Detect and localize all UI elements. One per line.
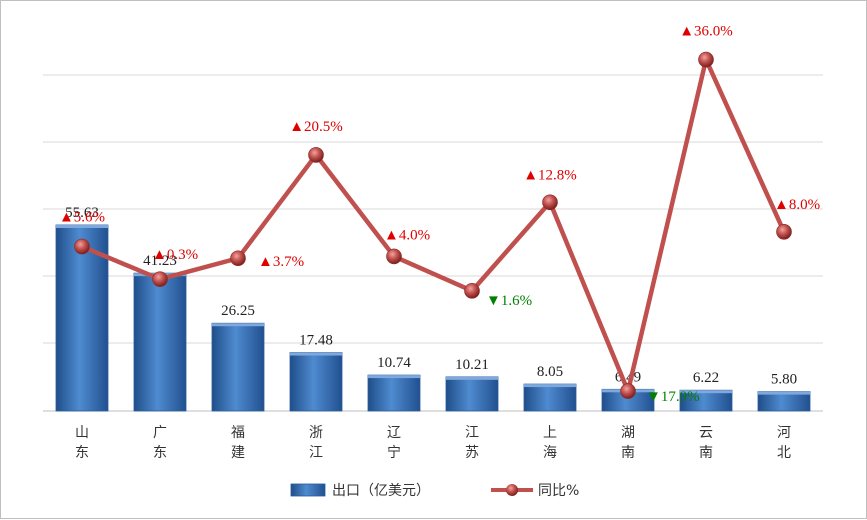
yoy-marker [152,271,168,287]
yoy-label: ▲0.3% [152,247,198,263]
bar-top [446,376,498,380]
yoy-marker [542,194,558,211]
yoy-label: ▼17.9% [646,389,700,405]
bar [367,374,421,412]
bar [289,352,343,412]
bar-value-label: 10.21 [455,357,489,373]
category-label: 福建 [231,425,245,461]
yoy-label: ▲36.0% [679,24,733,40]
bar-value-label: 5.80 [771,372,797,388]
yoy-label: ▲8.0% [774,197,820,213]
yoy-polyline [81,57,787,394]
bar-value-label: 55.63 [65,205,99,221]
yoy-marker [776,224,792,240]
yoy-marker [464,283,480,299]
bar-value-label: 26.25 [221,303,255,319]
category-label: 浙江 [309,425,323,461]
bar [211,322,265,412]
yoy-line [74,51,792,399]
category-label: 山东 [75,425,89,461]
legend-bar-label: 出口（亿美元） [332,483,430,499]
bars [55,224,811,412]
category-label: 江苏 [465,425,479,461]
category-labels: 山东 广东 福建 浙江 辽宁 江苏 上海 湖南 云南 河北 [75,425,791,461]
yoy-label: ▲12.8% [523,167,577,183]
category-label: 辽宁 [387,425,401,461]
bar-top [56,225,108,228]
category-label: 广东 [153,425,167,461]
bar-top [680,390,732,394]
bar-value-label: 8.05 [537,364,563,380]
yoy-marker [620,383,636,399]
legend: 出口（亿美元） 同比% [290,483,579,499]
yoy-label: ▲5.6% [59,210,105,226]
yoy-marker [308,147,324,163]
bar-top [524,384,576,388]
yoy-label: ▼1.6% [486,293,532,309]
yoy-label: ▲4.0% [384,227,430,243]
bar-top [368,375,420,379]
bar-top [758,391,810,395]
bar-top [212,323,264,327]
yoy-label: ▲20.5% [289,119,343,135]
bar [445,376,499,412]
yoy-label: ▲3.7% [258,254,304,270]
yoy-marker [230,250,246,267]
bar-value-label: 6.22 [693,370,719,386]
category-label: 湖南 [621,425,635,461]
yoy-marker [386,248,402,265]
yoy-marker [74,238,90,255]
yoy-marker [698,51,714,68]
bar [133,272,187,412]
category-label: 上海 [543,425,557,461]
bar-top [290,352,342,356]
legend-line-marker [506,484,518,496]
bar-value-label: 10.74 [377,355,411,371]
yoy-labels: ▲5.6% ▲0.3% ▲3.7% ▲20.5% ▲4.0% ▼1.6% ▲12.8% ▼17… [59,24,820,405]
legend-line-label: 同比% [538,483,579,499]
category-label: 云南 [699,425,713,461]
bar-value-label: 17.48 [299,333,333,349]
bar-value-label: 41.23 [143,253,177,269]
bar [523,383,577,412]
legend-bar-swatch [290,483,326,497]
category-label: 河北 [777,425,791,461]
